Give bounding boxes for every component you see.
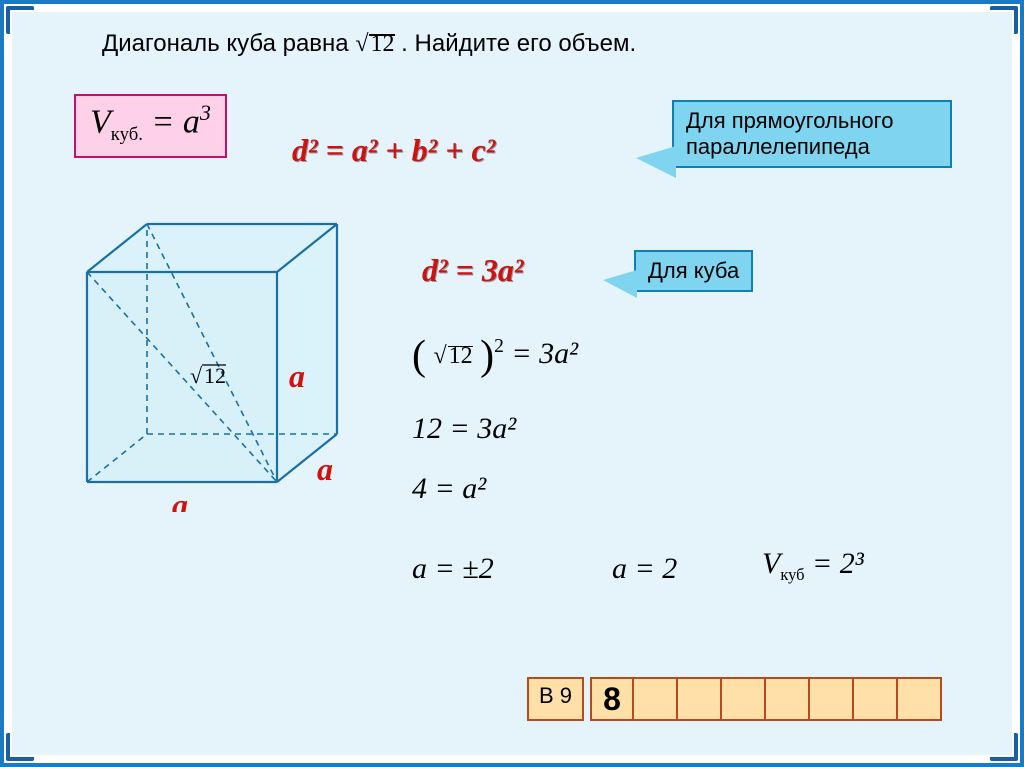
corner-decoration	[6, 6, 34, 34]
answer-label: В 9	[527, 677, 584, 721]
svg-text:a: a	[172, 487, 188, 512]
step-4: a = ±2	[412, 552, 494, 586]
answer-cell	[678, 677, 722, 721]
svg-text:12: 12	[204, 363, 226, 388]
problem-suffix: . Найдите его объем.	[401, 30, 636, 57]
step-6: Vкуб = 2³	[762, 547, 864, 585]
diagonal-formula-general: d² = a² + b² + c²	[292, 132, 495, 169]
answer-cell	[766, 677, 810, 721]
slide-panel: Диагональ куба равна √12 . Найдите его о…	[12, 12, 1012, 755]
step-5: a = 2	[612, 552, 677, 586]
answer-cell	[898, 677, 942, 721]
corner-decoration	[990, 733, 1018, 761]
callout-tail	[603, 270, 637, 298]
corner-decoration	[6, 733, 34, 761]
callout-cube: Для куба	[634, 250, 753, 292]
problem-prefix: Диагональ куба равна	[102, 30, 355, 57]
answer-cell	[722, 677, 766, 721]
answer-cells: 8	[590, 677, 942, 721]
step-1: ( √12 )2 = 3a²	[412, 332, 578, 380]
answer-cell: 8	[590, 677, 634, 721]
callout-tail	[636, 146, 676, 178]
step-3: 4 = a²	[412, 472, 486, 506]
sqrt-expression: √12	[434, 343, 473, 370]
answer-cell	[854, 677, 898, 721]
diagonal-formula-cube: d² = 3a²	[422, 252, 523, 289]
answer-cell	[810, 677, 854, 721]
cube-diagram: √12 a a a	[67, 202, 357, 512]
answer-cell	[634, 677, 678, 721]
step-2: 12 = 3a²	[412, 412, 516, 446]
corner-decoration	[990, 6, 1018, 34]
answer-strip: В 9 8	[527, 677, 942, 721]
svg-text:a: a	[317, 451, 333, 487]
svg-text:√: √	[190, 363, 203, 388]
svg-text:a: a	[289, 358, 305, 394]
slide-frame: Диагональ куба равна √12 . Найдите его о…	[0, 0, 1024, 767]
callout-parallelepiped: Для прямоугольного параллелепипеда	[672, 100, 952, 168]
volume-formula-box: Vкуб. = a3	[74, 94, 227, 158]
problem-statement: Диагональ куба равна √12 . Найдите его о…	[102, 30, 636, 58]
sqrt-expression: √12	[355, 31, 394, 58]
